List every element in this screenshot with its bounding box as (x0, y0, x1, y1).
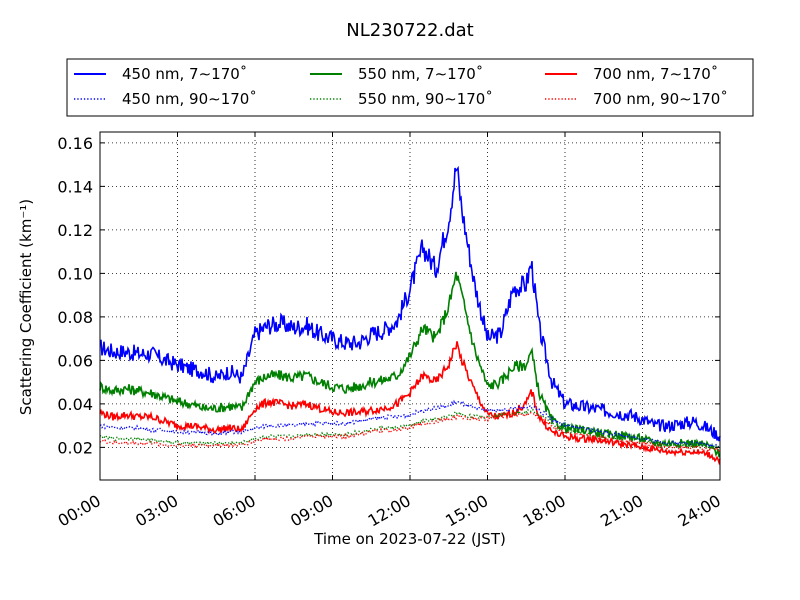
grid (100, 132, 720, 480)
y-axis-label: Scattering Coefficient (km⁻¹) (17, 199, 35, 415)
legend-label: 450 nm, 90∼170˚ (122, 90, 257, 108)
legend-label: 550 nm, 90∼170˚ (358, 90, 493, 108)
y-tick-label: 0.06 (57, 351, 93, 370)
x-tick-label: 15:00 (442, 491, 491, 531)
series-line (99, 341, 721, 466)
x-axis-label: Time on 2023-07-22 (JST) (313, 530, 506, 548)
y-tick-label: 0.16 (57, 134, 93, 153)
y-tick-label: 0.02 (57, 438, 93, 457)
y-tick-label: 0.12 (57, 221, 93, 240)
x-tick-label: 06:00 (210, 491, 259, 531)
series-line (99, 165, 721, 442)
chart-title: NL230722.dat (346, 20, 473, 41)
legend: 450 nm, 7∼170˚ 550 nm, 7∼170˚ 700 nm, 7∼17… (66, 58, 754, 117)
x-tick-label: 00:00 (55, 491, 104, 531)
x-tick-label: 09:00 (287, 491, 336, 531)
plot-area (99, 165, 721, 466)
legend-label: 450 nm, 7∼170˚ (122, 65, 247, 83)
y-tick-label: 0.08 (57, 308, 93, 327)
series-line (99, 408, 721, 451)
y-tick-label: 0.10 (57, 264, 93, 283)
x-tick-label: 03:00 (132, 491, 181, 531)
x-tick-label: 18:00 (520, 491, 569, 531)
x-tick-label: 21:00 (597, 491, 646, 531)
y-tick-label: 0.14 (57, 177, 93, 196)
legend-label: 700 nm, 7∼170˚ (593, 65, 718, 83)
x-tick-label: 12:00 (365, 491, 414, 531)
legend-box (66, 58, 754, 117)
legend-label: 550 nm, 7∼170˚ (358, 65, 483, 83)
y-tick-label: 0.04 (57, 395, 93, 414)
legend-label: 700 nm, 90∼170˚ (593, 90, 728, 108)
x-tick-label: 24:00 (675, 491, 724, 531)
